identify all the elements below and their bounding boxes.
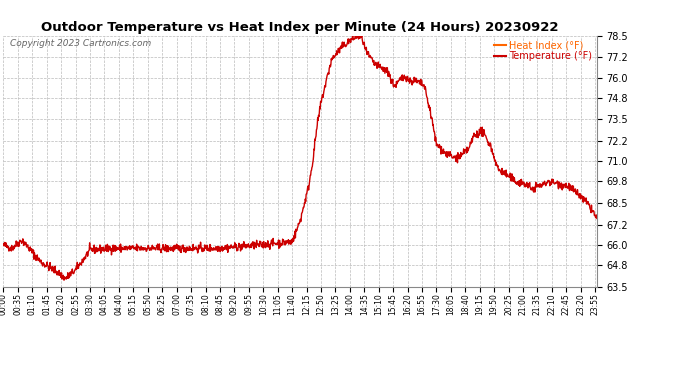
Text: Copyright 2023 Cartronics.com: Copyright 2023 Cartronics.com	[10, 39, 152, 48]
Title: Outdoor Temperature vs Heat Index per Minute (24 Hours) 20230922: Outdoor Temperature vs Heat Index per Mi…	[41, 21, 559, 34]
Legend: Heat Index (°F), Temperature (°F): Heat Index (°F), Temperature (°F)	[495, 40, 592, 62]
